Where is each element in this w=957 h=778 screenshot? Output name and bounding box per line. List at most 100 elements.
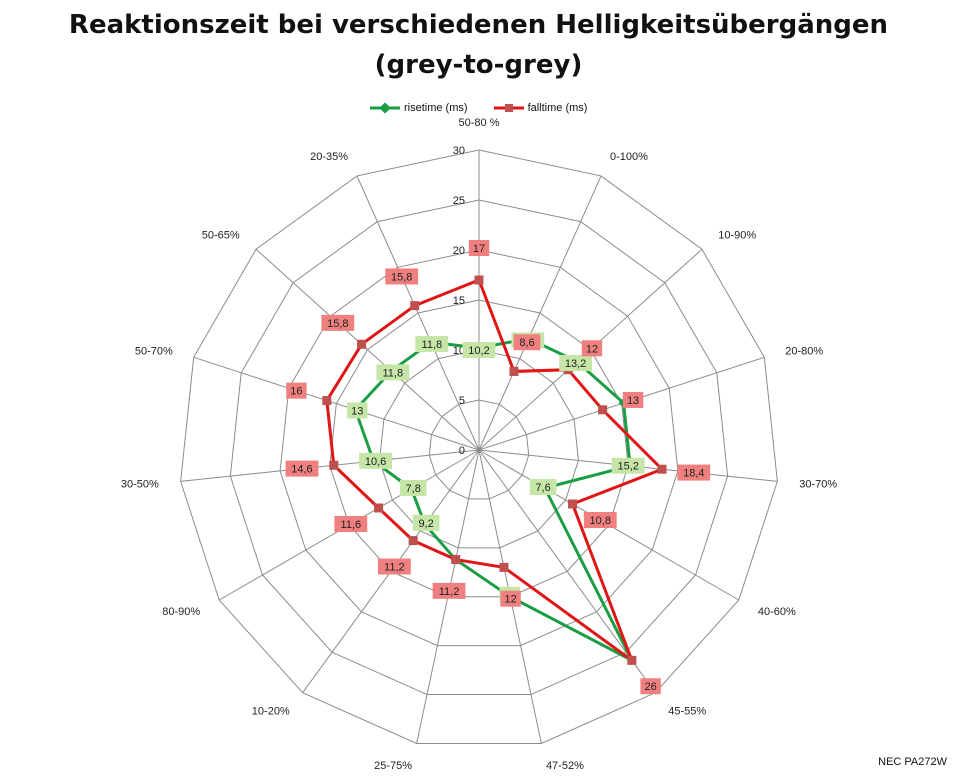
data-label-text: 18,4 — [683, 468, 704, 480]
data-label-box — [347, 402, 368, 419]
grid-spoke — [255, 248, 480, 451]
legend-marker-falltime — [493, 104, 524, 112]
data-label-text: 11,6 — [341, 519, 362, 531]
data-label-text: 11,8 — [422, 339, 443, 351]
data-label-falltime: 11,2 — [377, 558, 411, 575]
data-label-falltime: 15,8 — [321, 314, 355, 331]
data-label-falltime: 13 — [622, 391, 644, 408]
category-label: 50-65% — [202, 230, 240, 242]
data-label-risetime: 13,2 — [559, 355, 593, 372]
data-label-box — [321, 314, 355, 331]
grid-ring — [279, 249, 679, 647]
data-label-box — [529, 479, 557, 495]
radial-tick-label: 0 — [459, 445, 465, 457]
grid-ring — [180, 149, 778, 744]
data-point-falltime — [322, 396, 332, 406]
data-label-text: 9,2 — [418, 518, 433, 530]
data-label-text: 15,2 — [617, 461, 638, 473]
data-label-text: 11,2 — [384, 561, 405, 573]
data-label-box — [415, 336, 449, 353]
category-label: 10-20% — [252, 706, 290, 718]
grid-spoke — [193, 356, 480, 451]
data-point-falltime — [627, 655, 637, 665]
data-point-falltime — [451, 555, 461, 565]
data-label-text: 17 — [473, 243, 485, 255]
data-label-text: 7,8 — [406, 483, 421, 495]
data-point-falltime — [499, 562, 509, 572]
category-label: 30-50% — [121, 479, 159, 491]
data-point-falltime — [410, 301, 420, 311]
data-label-risetime: 11,8 — [415, 336, 449, 353]
data-point-falltime — [474, 275, 484, 285]
legend-label-risetime: risetime (ms) — [404, 102, 468, 114]
data-label-text: 13,2 — [565, 358, 586, 370]
data-label-box — [376, 364, 410, 381]
category-label: 20-35% — [310, 151, 348, 163]
data-label-text: 16 — [290, 386, 302, 398]
grid-ring — [329, 299, 629, 598]
data-label-falltime: 17 — [468, 240, 490, 256]
data-label-falltime: 26 — [640, 678, 661, 695]
data-label-falltime: 12 — [500, 590, 521, 607]
data-point-falltime — [509, 366, 519, 376]
data-label-box — [432, 582, 466, 599]
data-label-box — [359, 452, 392, 469]
data-label-falltime: 11,6 — [334, 516, 368, 532]
data-label-risetime: 10,6 — [359, 452, 392, 469]
grid-spoke — [478, 175, 602, 451]
data-label-box — [412, 514, 440, 531]
data-label-text: 11,8 — [382, 367, 403, 379]
data-label-text: 11,2 — [439, 586, 460, 598]
data-label-box — [611, 457, 645, 474]
data-label-falltime: 10,8 — [583, 512, 617, 528]
data-label-risetime: 7,6 — [529, 479, 557, 495]
data-label-risetime: 9,2 — [412, 514, 440, 531]
data-label-box — [462, 342, 496, 358]
data-label-risetime: 15,2 — [611, 457, 645, 474]
data-label-text: 7,6 — [535, 482, 550, 494]
category-label: 25-75% — [374, 760, 412, 772]
radial-tick-label: 30 — [453, 145, 465, 157]
grid-ring — [379, 349, 579, 549]
category-label: 80-90% — [162, 606, 200, 618]
category-label: 40-60% — [758, 606, 796, 618]
data-label-box — [334, 516, 368, 532]
data-label-box — [500, 590, 521, 607]
radial-tick-label: 15 — [453, 295, 465, 307]
data-label-box — [385, 268, 419, 285]
data-label-falltime: 15,8 — [385, 268, 419, 285]
data-label-text: 15,8 — [327, 318, 348, 330]
data-label-text: 13 — [627, 395, 639, 407]
grid-ring — [428, 399, 530, 500]
data-label-falltime: 14,6 — [285, 460, 319, 477]
radial-tick-label: 20 — [453, 245, 465, 257]
data-label-box — [583, 512, 617, 528]
data-point-falltime — [329, 460, 339, 470]
data-label-text: 12 — [504, 594, 516, 606]
data-label-falltime: 16 — [286, 382, 307, 399]
data-label-box — [640, 678, 661, 695]
data-label-text: 10,6 — [365, 456, 386, 468]
legend: risetime (ms) falltime (ms) — [370, 100, 587, 116]
radial-tick-label: 10 — [453, 345, 465, 357]
chart-subtitle: (grey-to-grey) — [374, 50, 583, 80]
data-label-risetime: 13 — [347, 402, 368, 419]
data-label-risetime: 10,2 — [462, 342, 496, 358]
radial-tick-label: 5 — [459, 395, 465, 407]
data-label-box — [581, 340, 603, 357]
data-label-box — [677, 464, 711, 481]
grid-spoke — [478, 449, 656, 693]
grid-ring — [229, 199, 729, 696]
data-label-box — [285, 460, 319, 477]
data-label-falltime: 18,4 — [677, 464, 711, 481]
category-label: 20-80% — [785, 345, 823, 357]
data-label-risetime: 7,8 — [399, 480, 427, 496]
category-label: 50-70% — [135, 345, 173, 357]
data-label-falltime: 11,2 — [432, 582, 466, 599]
data-label-falltime: 12 — [581, 340, 603, 357]
series-line-1 — [325, 278, 665, 665]
category-label: 10-90% — [718, 230, 756, 242]
series-line-0 — [353, 336, 636, 664]
category-label: 0-100% — [610, 151, 648, 163]
